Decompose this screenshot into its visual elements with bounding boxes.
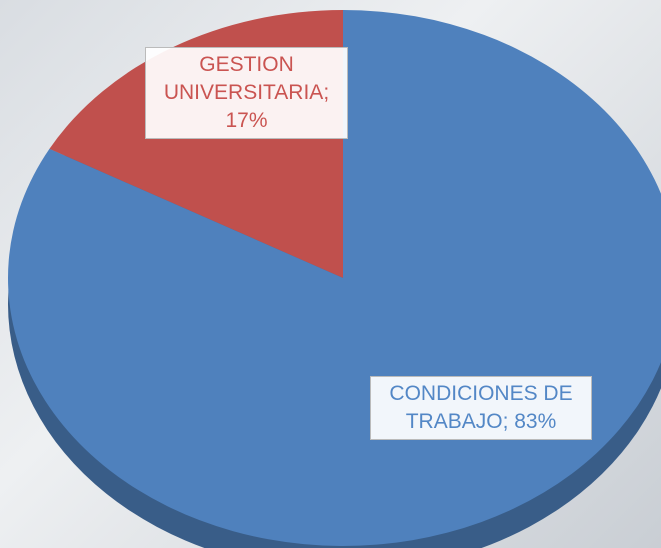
data-label: GESTION UNIVERSITARIA; 17% <box>145 47 348 139</box>
data-label: CONDICIONES DE TRABAJO; 83% <box>370 376 592 440</box>
label-category: CONDICIONES DE TRABAJO; <box>389 382 573 433</box>
label-value: 17% <box>225 109 268 132</box>
label-category: GESTION UNIVERSITARIA; <box>163 53 330 104</box>
label-value: 83% <box>514 410 557 433</box>
